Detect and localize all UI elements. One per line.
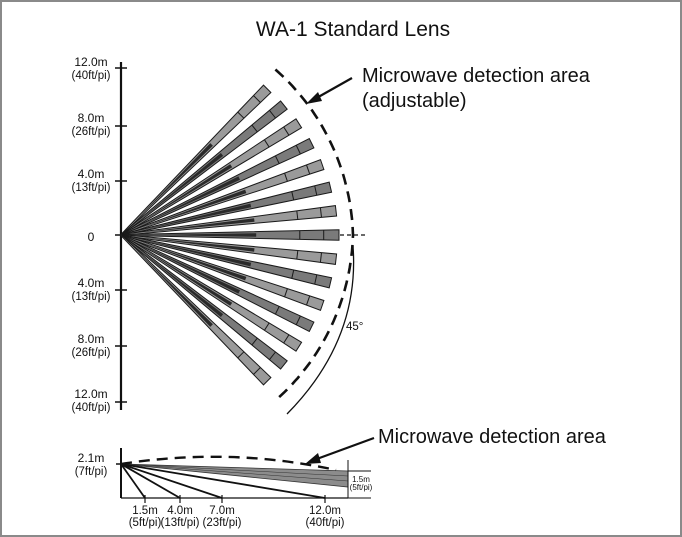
- zone-divider: [237, 111, 245, 119]
- zero-label: 0: [88, 230, 95, 244]
- zone-divider: [296, 250, 299, 260]
- side-view: 2.1m (7ft/pi) 1.5m (5ft/pi) 1.5m(5ft/pi)…: [75, 426, 607, 529]
- detection-fan: [120, 84, 340, 386]
- zone-divider: [295, 315, 301, 326]
- tick-sub-label: (26ft/pi): [72, 126, 111, 138]
- tick-value-label: 12.0m: [74, 55, 107, 69]
- distance-sub-label: (23ft/pi): [203, 517, 242, 529]
- zone-divider: [306, 295, 311, 306]
- angle-arc: [286, 245, 355, 415]
- tick-value-label: 8.0m: [78, 111, 105, 125]
- zone-divider: [306, 164, 311, 175]
- callout-line-2: (adjustable): [362, 90, 467, 112]
- zone-core: [141, 233, 257, 237]
- zone-core: [139, 243, 240, 294]
- floor-ray: [120, 463, 181, 499]
- zone-divider: [319, 252, 322, 263]
- zone-divider: [253, 367, 261, 375]
- distance-ticks: [144, 495, 326, 503]
- zone-core: [139, 176, 240, 227]
- tick-sub-label: (13ft/pi): [72, 182, 111, 194]
- zone-divider: [284, 288, 288, 297]
- distance-sub-label: (40ft/pi): [306, 517, 345, 529]
- zone-divider: [269, 351, 276, 360]
- zone-divider: [283, 334, 290, 344]
- zone-divider: [291, 269, 295, 279]
- callout-line-1: Microwave detection area: [362, 65, 591, 87]
- distance-value-label: 12.0m: [309, 505, 341, 517]
- side-callout-arrowhead: [305, 453, 321, 464]
- zone-core: [139, 241, 247, 281]
- zone-divider: [296, 210, 299, 220]
- zone-divider: [264, 139, 270, 148]
- zone-divider: [253, 95, 261, 103]
- zone-divider: [319, 207, 322, 218]
- angle-label: 45°: [346, 321, 363, 333]
- end-height-sub-label: (5ft/pi): [350, 483, 373, 492]
- microwave-boundary: [274, 68, 355, 402]
- zone-core: [140, 203, 252, 231]
- zone-divider: [274, 306, 280, 315]
- zone-divider: [264, 322, 270, 331]
- floor-ray: [120, 463, 146, 499]
- zone-core: [137, 164, 233, 225]
- zone-core: [140, 237, 255, 252]
- zone-divider: [314, 274, 318, 285]
- callout-arrowhead: [306, 92, 322, 104]
- zone-divider: [283, 126, 290, 136]
- floor-rays: [120, 463, 326, 499]
- zone-divider: [284, 173, 288, 182]
- floor-ray: [120, 463, 326, 499]
- distance-sub-label: (13ft/pi): [161, 517, 200, 529]
- zone-core: [137, 245, 233, 306]
- distance-value-label: 1.5m: [132, 505, 158, 517]
- tick-value-label: 4.0m: [78, 167, 105, 181]
- tick-value-label: 4.0m: [78, 276, 105, 290]
- side-callout-label: Microwave detection area: [378, 426, 607, 448]
- height-label: 2.1m: [78, 451, 105, 465]
- zone-core: [136, 153, 224, 223]
- side-callout-arrow-line: [313, 436, 375, 462]
- zone-core: [139, 189, 247, 229]
- top-view: 12.0m(40ft/pi)8.0m(26ft/pi)4.0m(13ft/pi)…: [72, 55, 591, 415]
- end-height-label: 1.5m: [352, 475, 370, 484]
- zone-divider: [237, 351, 245, 359]
- side-microwave-boundary: [120, 455, 337, 472]
- zone-core: [136, 247, 224, 317]
- zone-divider: [269, 110, 276, 119]
- distance-value-label: 4.0m: [167, 505, 193, 517]
- distance-labels: 1.5m(5ft/pi) 4.0m(13ft/pi) 7.0m(23ft/pi) 12…: [129, 505, 345, 529]
- band-line: [120, 463, 349, 482]
- zone-divider: [291, 191, 295, 201]
- tick-value-label: 12.0m: [74, 387, 107, 401]
- tick-sub-label: (13ft/pi): [72, 291, 111, 303]
- floor-ray: [120, 463, 223, 499]
- zone-divider: [251, 124, 258, 133]
- distance-sub-label: (5ft/pi): [129, 517, 162, 529]
- distance-value-label: 7.0m: [209, 505, 235, 517]
- axis-tick-labels: 12.0m(40ft/pi)8.0m(26ft/pi)4.0m(13ft/pi)…: [72, 55, 111, 414]
- zone-divider: [251, 337, 258, 346]
- tick-sub-label: (40ft/pi): [72, 402, 111, 414]
- tick-sub-label: (26ft/pi): [72, 347, 111, 359]
- tick-value-label: 8.0m: [78, 332, 105, 346]
- zone-divider: [274, 155, 280, 164]
- band-line: [120, 463, 349, 477]
- zone-divider: [295, 144, 301, 155]
- zone-core: [135, 249, 213, 327]
- zone-divider: [314, 185, 318, 196]
- height-sub-label: (7ft/pi): [75, 466, 108, 478]
- zone-core: [140, 218, 255, 233]
- zone-core: [140, 239, 252, 267]
- zone-core: [135, 143, 213, 221]
- diagram-title: WA-1 Standard Lens: [256, 18, 450, 41]
- tick-sub-label: (40ft/pi): [72, 70, 111, 82]
